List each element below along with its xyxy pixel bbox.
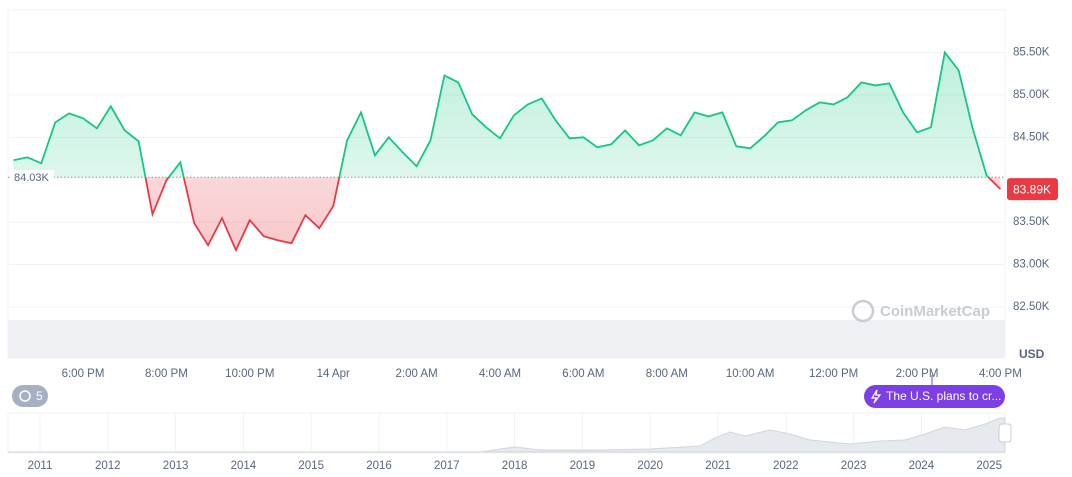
history-icon [19, 390, 31, 402]
x-tick-label: 2:00 PM [896, 368, 939, 380]
navigator-year: 2019 [570, 460, 596, 472]
x-tick-label: 10:00 PM [225, 368, 274, 380]
navigator-handle[interactable] [998, 423, 1012, 443]
x-tick-label: 10:00 AM [726, 368, 775, 380]
y-tick-label: 84.50K [1013, 131, 1050, 143]
history-count: 5 [36, 389, 43, 403]
x-tick-label: 4:00 PM [979, 368, 1022, 380]
last-price-tag [1007, 178, 1058, 201]
x-tick-label: 8:00 PM [145, 368, 188, 380]
navigator-year: 2015 [298, 460, 324, 472]
navigator-year: 2013 [163, 460, 189, 472]
navigator-year: 2014 [231, 460, 257, 472]
y-tick-label: 83.00K [1013, 259, 1050, 271]
x-tick-label: 6:00 AM [562, 368, 604, 380]
x-tick-label: 2:00 AM [395, 368, 437, 380]
navigator-year: 2023 [841, 460, 867, 472]
navigator-year: 2011 [28, 460, 53, 472]
y-tick-label: 85.50K [1013, 46, 1050, 58]
x-tick-label: 14 Apr [317, 368, 350, 380]
news-icon [870, 389, 882, 404]
x-tick-label: 6:00 PM [62, 368, 105, 380]
plot: 84.03K [8, 50, 1005, 253]
y-tick-label: 85.00K [1013, 89, 1050, 101]
volume-band [8, 320, 1005, 358]
navigator-year: 2024 [909, 460, 935, 472]
news-text: The U.S. plans to cr... [886, 389, 1001, 403]
x-tick-label: 4:00 AM [479, 368, 521, 380]
last-price-label: 83.89K [1013, 182, 1051, 196]
navigator-year: 2022 [773, 460, 799, 472]
navigator-year: 2017 [434, 460, 460, 472]
news-pill[interactable] [864, 385, 1005, 408]
area-up [13, 52, 989, 178]
navigator-year: 2018 [502, 460, 528, 472]
navigator-year: 2025 [976, 460, 1002, 472]
price-line-up [13, 50, 990, 178]
y-tick-label: 83.50K [1013, 216, 1050, 228]
y-tick-label: 82.50K [1013, 301, 1050, 313]
navigator-year: 2021 [705, 460, 731, 472]
baseline-label-bg [10, 170, 54, 185]
watermark: CoinMarketCap [880, 303, 990, 320]
navigator-year: 2020 [637, 460, 663, 472]
x-tick-label: 12:00 PM [809, 368, 858, 380]
x-tick-label: 8:00 AM [646, 368, 688, 380]
y-unit: USD [1019, 347, 1045, 361]
watermark-logo [851, 299, 875, 323]
baseline-label: 84.03K [14, 172, 50, 184]
navigator-year: 2016 [366, 460, 392, 472]
navigator-year: 2012 [95, 460, 121, 472]
navigator-history [8, 417, 1006, 453]
